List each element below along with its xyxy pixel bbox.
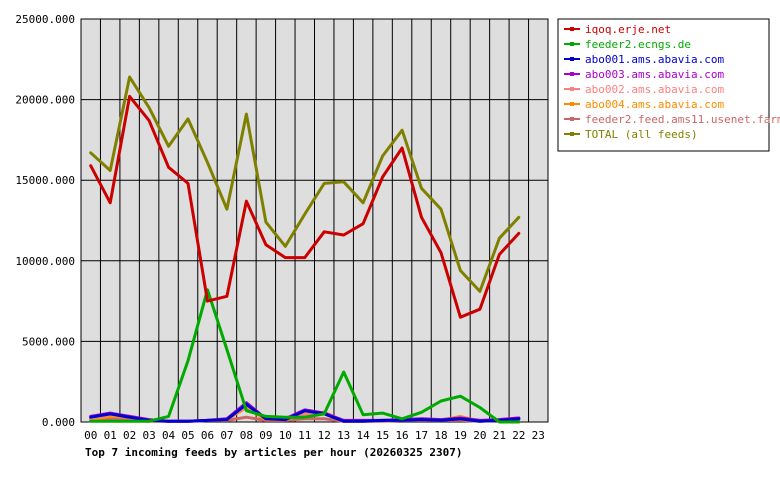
x-tick-label: 07 xyxy=(220,429,233,442)
series-line xyxy=(89,94,521,319)
series-line xyxy=(89,288,521,424)
series-line xyxy=(89,402,521,423)
legend-entry: abo001.ams.abavia.com xyxy=(585,53,724,66)
x-tick-label: 22 xyxy=(512,429,525,442)
plot-area xyxy=(80,18,549,423)
legend: iqoq.erje.net feeder2.ecngs.de abo001.ams.… xyxy=(557,18,780,152)
legend-box xyxy=(557,18,770,152)
y-tick-label: 25000.000 xyxy=(15,13,75,26)
y-tick-label: 15000.000 xyxy=(15,174,75,187)
y-tick-label: 0.000 xyxy=(42,416,75,429)
y-tick-label: 5000.000 xyxy=(22,335,75,348)
legend-marker xyxy=(570,132,574,136)
legend-marker xyxy=(570,42,574,46)
legend-marker xyxy=(570,102,574,106)
legend-marker xyxy=(570,87,574,91)
x-tick-label: 23 xyxy=(532,429,545,442)
series-line xyxy=(89,75,521,293)
x-axis: 00 01 02 03 04 05 06 07 08 09 10 11 12 13 14 15 16 17 18 19… xyxy=(84,429,545,442)
y-tick-label: 20000.000 xyxy=(15,94,75,107)
legend-marker xyxy=(570,117,574,121)
legend-entry: feeder2.feed.ams11.usenet.farm xyxy=(585,113,780,126)
legend-marker xyxy=(570,27,574,31)
x-tick-label: 08 xyxy=(240,429,253,442)
series-group xyxy=(89,75,521,424)
legend-entry: abo003.ams.abavia.com xyxy=(585,68,724,81)
x-tick-label: 06 xyxy=(201,429,214,442)
legend-entry: iqoq.erje.net xyxy=(585,23,671,36)
x-tick-label: 00 xyxy=(84,429,97,442)
x-tick-label: 01 xyxy=(104,429,117,442)
x-tick-label: 13 xyxy=(337,429,350,442)
x-tick-label: 15 xyxy=(376,429,389,442)
x-tick-label: 16 xyxy=(395,429,408,442)
x-tick-label: 05 xyxy=(181,429,194,442)
x-tick-label: 19 xyxy=(454,429,467,442)
chart-title: Top 7 incoming feeds by articles per hou… xyxy=(85,446,463,459)
legend-marker xyxy=(570,72,574,76)
y-tick-label: 10000.000 xyxy=(15,255,75,268)
x-tick-label: 04 xyxy=(162,429,176,442)
legend-entry: feeder2.ecngs.de xyxy=(585,38,691,51)
x-tick-label: 20 xyxy=(473,429,486,442)
x-tick-label: 14 xyxy=(357,429,371,442)
legend-entry: TOTAL (all feeds) xyxy=(585,128,698,141)
x-tick-label: 17 xyxy=(415,429,428,442)
legend-marker xyxy=(570,57,574,61)
x-tick-label: 03 xyxy=(142,429,155,442)
x-tick-label: 18 xyxy=(434,429,447,442)
x-tick-label: 09 xyxy=(259,429,272,442)
y-axis: 0.000 5000.000 10000.000 15000.000 20000.000… xyxy=(15,13,75,429)
x-tick-label: 12 xyxy=(318,429,331,442)
x-tick-label: 02 xyxy=(123,429,136,442)
legend-entry: abo004.ams.abavia.com xyxy=(585,98,724,111)
x-tick-label: 10 xyxy=(279,429,292,442)
x-tick-label: 21 xyxy=(493,429,506,442)
x-tick-label: 11 xyxy=(298,429,311,442)
legend-entry: abo002.ams.abavia.com xyxy=(585,83,724,96)
